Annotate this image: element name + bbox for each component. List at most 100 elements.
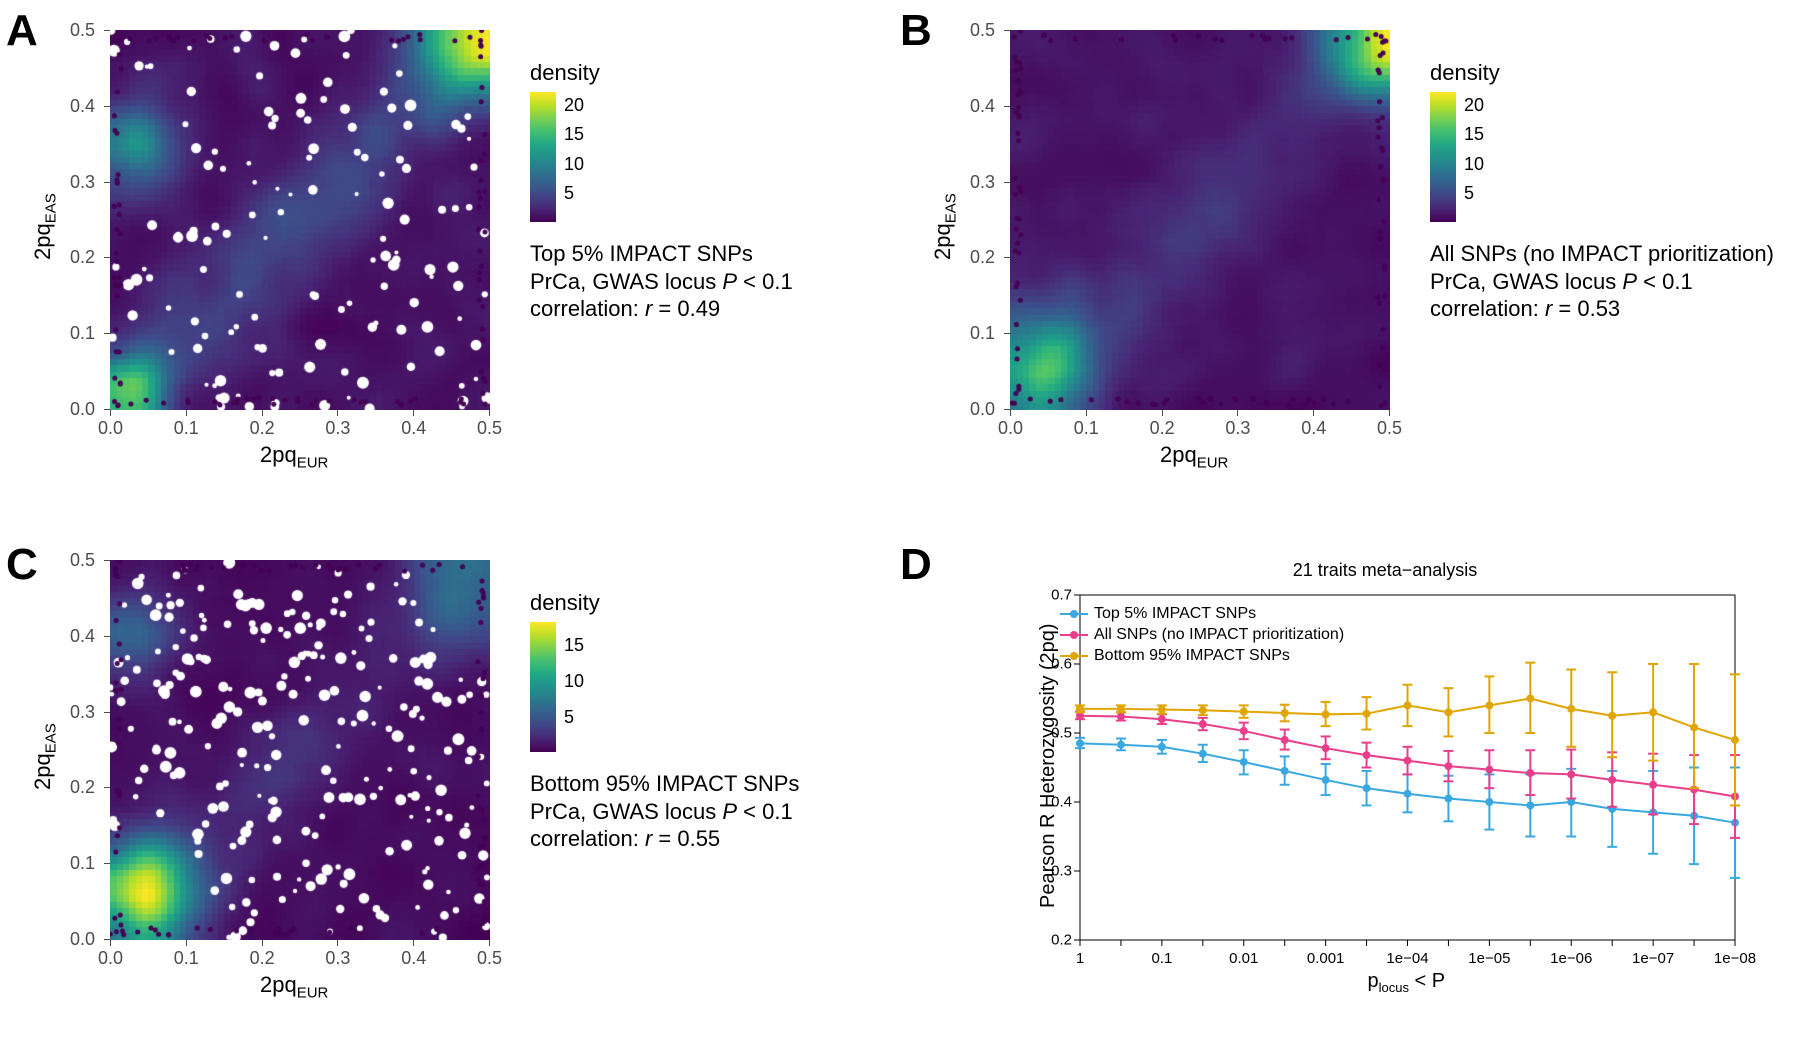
xtick [110, 940, 111, 946]
legend-marker [1060, 651, 1088, 661]
xtick [337, 410, 338, 416]
xlabel-B: 2pqEUR [1160, 442, 1228, 471]
legend-tick: 15 [1464, 124, 1484, 145]
xtick-label: 0.001 [1307, 950, 1345, 967]
xtick-label: 1e−08 [1714, 950, 1756, 967]
legend-gradient [530, 622, 556, 752]
legend-label: All SNPs (no IMPACT prioritization) [1094, 626, 1344, 644]
ytick [104, 863, 110, 864]
legend-title: density [530, 590, 600, 616]
density-legend-C: density51015 [530, 590, 600, 756]
legend-label: Top 5% IMPACT SNPs [1094, 605, 1256, 623]
ytick [1004, 257, 1010, 258]
ytick-label: 0.5 [70, 550, 95, 571]
ylabel-A: 2pqEAS [30, 193, 59, 260]
ytick-label: 0.0 [70, 929, 95, 950]
legend-gradient [530, 92, 556, 222]
ytick [104, 712, 110, 713]
ytick [104, 636, 110, 637]
xtick-label: 0.1 [1074, 418, 1099, 439]
xtick [489, 940, 490, 946]
ytick-label: 0.4 [70, 626, 95, 647]
xtick [110, 410, 111, 416]
ytick [104, 30, 110, 31]
density-canvas-A [110, 30, 490, 410]
ytick-label: 0.3 [970, 172, 995, 193]
xtick [1237, 410, 1238, 416]
line-legend: Top 5% IMPACT SNPs All SNPs (no IMPACT pr… [1060, 605, 1344, 668]
legend-title: density [530, 60, 600, 86]
legend-row: All SNPs (no IMPACT prioritization) [1060, 626, 1344, 644]
xtick-label: 0.5 [1377, 418, 1402, 439]
xtick [1389, 410, 1390, 416]
xtick-label: 0.0 [98, 948, 123, 969]
ylabel-C: 2pqEAS [30, 723, 59, 790]
annotation-B: All SNPs (no IMPACT prioritization)PrCa,… [1430, 240, 1774, 323]
legend-tick: 5 [1464, 183, 1474, 204]
xtick-label: 1e−07 [1632, 950, 1674, 967]
density-canvas-C [110, 560, 490, 940]
xtick-label: 0.5 [477, 948, 502, 969]
legend-row: Top 5% IMPACT SNPs [1060, 605, 1344, 623]
ytick [104, 333, 110, 334]
xtick-label: 0.3 [1225, 418, 1250, 439]
ytick-label: 0.4 [70, 96, 95, 117]
xtick-label: 0.4 [1301, 418, 1326, 439]
panel-label-B: B [900, 6, 932, 56]
legend-tick: 10 [564, 154, 584, 175]
ytick-label: 0.5 [70, 20, 95, 41]
ytick [104, 106, 110, 107]
xtick [1313, 410, 1314, 416]
density-legend-B: density5101520 [1430, 60, 1500, 226]
density-legend-A: density5101520 [530, 60, 600, 226]
xlabel-A: 2pqEUR [260, 442, 328, 471]
ylabel-B: 2pqEAS [930, 193, 959, 260]
xtick-label: 0.1 [174, 418, 199, 439]
legend-tick: 10 [1464, 154, 1484, 175]
annotation-C: Bottom 95% IMPACT SNPsPrCa, GWAS locus P… [530, 770, 799, 853]
ytick [104, 409, 110, 410]
xtick [1010, 410, 1011, 416]
density-plot-C [110, 560, 490, 940]
xtick [413, 410, 414, 416]
xtick-label: 0.1 [1151, 950, 1172, 967]
xtick [186, 410, 187, 416]
xtick-label: 0.2 [250, 418, 275, 439]
xtick-label: 1 [1076, 950, 1084, 967]
xtick-label: 0.4 [401, 418, 426, 439]
xtick [186, 940, 187, 946]
legend-label: Bottom 95% IMPACT SNPs [1094, 647, 1290, 665]
xtick-label: 0.0 [998, 418, 1023, 439]
density-canvas-B [1010, 30, 1390, 410]
xtick [489, 410, 490, 416]
xtick-label: 0.2 [1150, 418, 1175, 439]
xtick [1086, 410, 1087, 416]
legend-tick: 5 [564, 707, 574, 728]
ytick-label: 0.2 [70, 247, 95, 268]
ytick-label: 0.5 [970, 20, 995, 41]
legend-gradient [1430, 92, 1456, 222]
panel-label-D: D [900, 540, 932, 590]
chart-title: 21 traits meta−analysis [1025, 560, 1745, 581]
legend-tick: 5 [564, 183, 574, 204]
ytick [1004, 182, 1010, 183]
ytick-label: 0.1 [970, 323, 995, 344]
xtick-label: 0.01 [1229, 950, 1258, 967]
ytick [104, 257, 110, 258]
legend-tick: 15 [564, 124, 584, 145]
panel-label-C: C [6, 540, 38, 590]
ytick-label: 0.3 [70, 172, 95, 193]
ylabel-D: Pearson R Heterozygosity (2pq) [1037, 623, 1060, 908]
figure-root: A0.00.10.20.30.40.50.00.10.20.30.40.52pq… [0, 0, 1810, 1052]
ytick-label: 0.2 [70, 777, 95, 798]
ytick-label: 0.7 [1032, 587, 1072, 604]
legend-title: density [1430, 60, 1500, 86]
xtick-label: 0.1 [174, 948, 199, 969]
xtick [262, 410, 263, 416]
xtick-label: 0.3 [325, 948, 350, 969]
xlabel-C: 2pqEUR [260, 972, 328, 1001]
xtick [1162, 410, 1163, 416]
ytick-label: 0.0 [70, 399, 95, 420]
xtick-label: 0.3 [325, 418, 350, 439]
xtick [262, 940, 263, 946]
